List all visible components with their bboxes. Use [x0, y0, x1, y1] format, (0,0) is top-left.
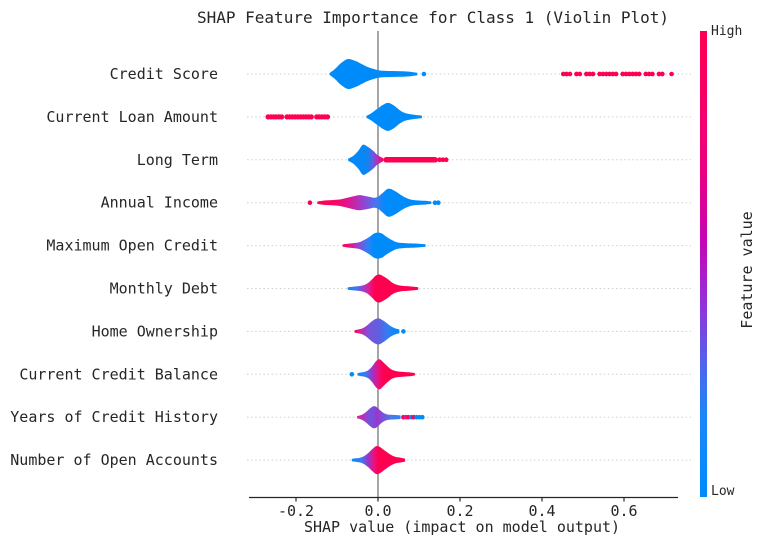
x-tick-label: 0.0 [364, 502, 391, 520]
density-dot [567, 71, 573, 77]
violin [366, 102, 422, 131]
outlier-dot [401, 329, 406, 334]
density-dot [564, 71, 569, 77]
violin [317, 188, 432, 217]
outlier-dot [432, 200, 438, 205]
density-dot [626, 71, 632, 77]
density-dot [646, 71, 652, 77]
density-dot [630, 71, 635, 77]
density-dot [607, 71, 612, 77]
density-dot [587, 71, 593, 77]
feature-label: Home Ownership [92, 322, 218, 340]
density-dot [636, 71, 642, 77]
violin [348, 144, 384, 175]
violin [354, 318, 400, 345]
x-axis-label: SHAP value (impact on model output) [303, 518, 621, 536]
feature-label: Monthly Debt [110, 280, 218, 298]
outlier-dot [420, 414, 425, 420]
density-dot [643, 71, 649, 77]
outlier-dot [669, 71, 674, 77]
density-dot [437, 157, 442, 163]
feature-label: Years of Credit History [10, 408, 218, 426]
density-dot [623, 71, 629, 77]
violin [329, 58, 418, 90]
outlier-dot [436, 200, 441, 205]
colorbar-axis-label: Feature value [738, 211, 756, 329]
feature-label: Annual Income [101, 194, 218, 212]
density-dot [574, 71, 579, 77]
outlier-dot [349, 372, 355, 377]
density-dot [600, 71, 606, 77]
density-dot [584, 71, 589, 77]
feature-label: Credit Score [110, 65, 218, 83]
violin [347, 274, 419, 303]
colorbar-high-label: High [711, 24, 743, 39]
density-dot [620, 71, 626, 77]
density-dot [613, 71, 619, 77]
density-dot [560, 71, 566, 77]
feature-label: Current Loan Amount [46, 108, 218, 126]
density-dot [577, 71, 583, 77]
violin [342, 232, 426, 259]
density-dot [278, 114, 285, 120]
feature-value-colorbar [700, 31, 707, 497]
feature-label: Maximum Open Credit [46, 237, 218, 255]
density-dot [443, 157, 449, 163]
density-dot [659, 71, 665, 77]
feature-label: Long Term [137, 151, 218, 169]
feature-label: Current Credit Balance [19, 365, 218, 383]
colorbar-low-label: Low [711, 484, 735, 499]
density-dot [308, 114, 314, 120]
outlier-dot [421, 71, 427, 77]
density-dot [603, 71, 609, 77]
density-dot [633, 71, 639, 77]
density-dot [324, 114, 331, 120]
chart-title: SHAP Feature Importance for Class 1 (Vio… [196, 8, 670, 27]
violin [357, 359, 415, 390]
density-dot [597, 71, 602, 77]
density-dot [440, 157, 446, 163]
density-dot [650, 71, 655, 77]
x-tick-label: 0.2 [446, 502, 473, 520]
density-dot [610, 71, 616, 77]
violin [351, 446, 406, 475]
x-tick-label: 0.6 [610, 502, 637, 520]
feature-label: Number of Open Accounts [10, 451, 218, 469]
violin [357, 406, 401, 429]
outlier-dot [307, 200, 313, 205]
density-dot [656, 71, 662, 77]
density-strip [383, 157, 438, 163]
x-tick-label: -0.2 [278, 502, 314, 520]
density-dot [590, 71, 596, 77]
x-tick-label: 0.4 [528, 502, 555, 520]
